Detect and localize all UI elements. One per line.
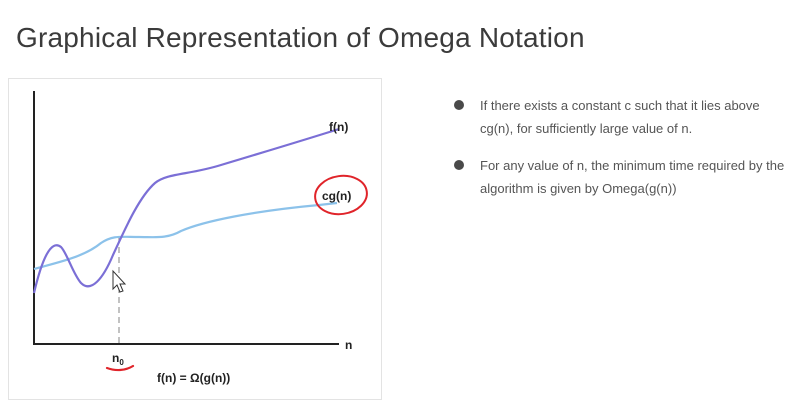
mouse-pointer-icon (112, 269, 127, 293)
x-axis-label: n (345, 338, 352, 352)
n0-annotation-underline (105, 364, 135, 372)
omega-notation-graph: n f(n) cg(n) n0 f(n) = Ω(g(n)) (8, 78, 382, 400)
graph-canvas: n f(n) cg(n) n0 f(n) = Ω(g(n)) (32, 91, 368, 385)
n0-label-main: n (112, 351, 119, 365)
bullet-text: For any value of n, the minimum time req… (480, 158, 785, 196)
bullet-text: If there exists a constant c such that i… (480, 98, 760, 136)
omega-formula: f(n) = Ω(g(n)) (157, 371, 230, 385)
bullet-dot-icon (454, 100, 464, 110)
explanation-list: If there exists a constant c such that i… (452, 94, 792, 214)
n0-label: n0 (112, 351, 124, 367)
bullet-item-minimum-time: For any value of n, the minimum time req… (452, 154, 792, 200)
bullet-item-constant-c: If there exists a constant c such that i… (452, 94, 792, 140)
cg-n-annotation-circle (314, 174, 368, 216)
bullet-dot-icon (454, 160, 464, 170)
cg-n-label: cg(n) (322, 189, 351, 203)
cg-n-curve (33, 201, 338, 271)
f-n-curve (32, 127, 340, 294)
n0-label-subscript: 0 (119, 358, 124, 367)
f-n-label: f(n) (329, 120, 348, 134)
slide-title: Graphical Representation of Omega Notati… (16, 22, 585, 53)
